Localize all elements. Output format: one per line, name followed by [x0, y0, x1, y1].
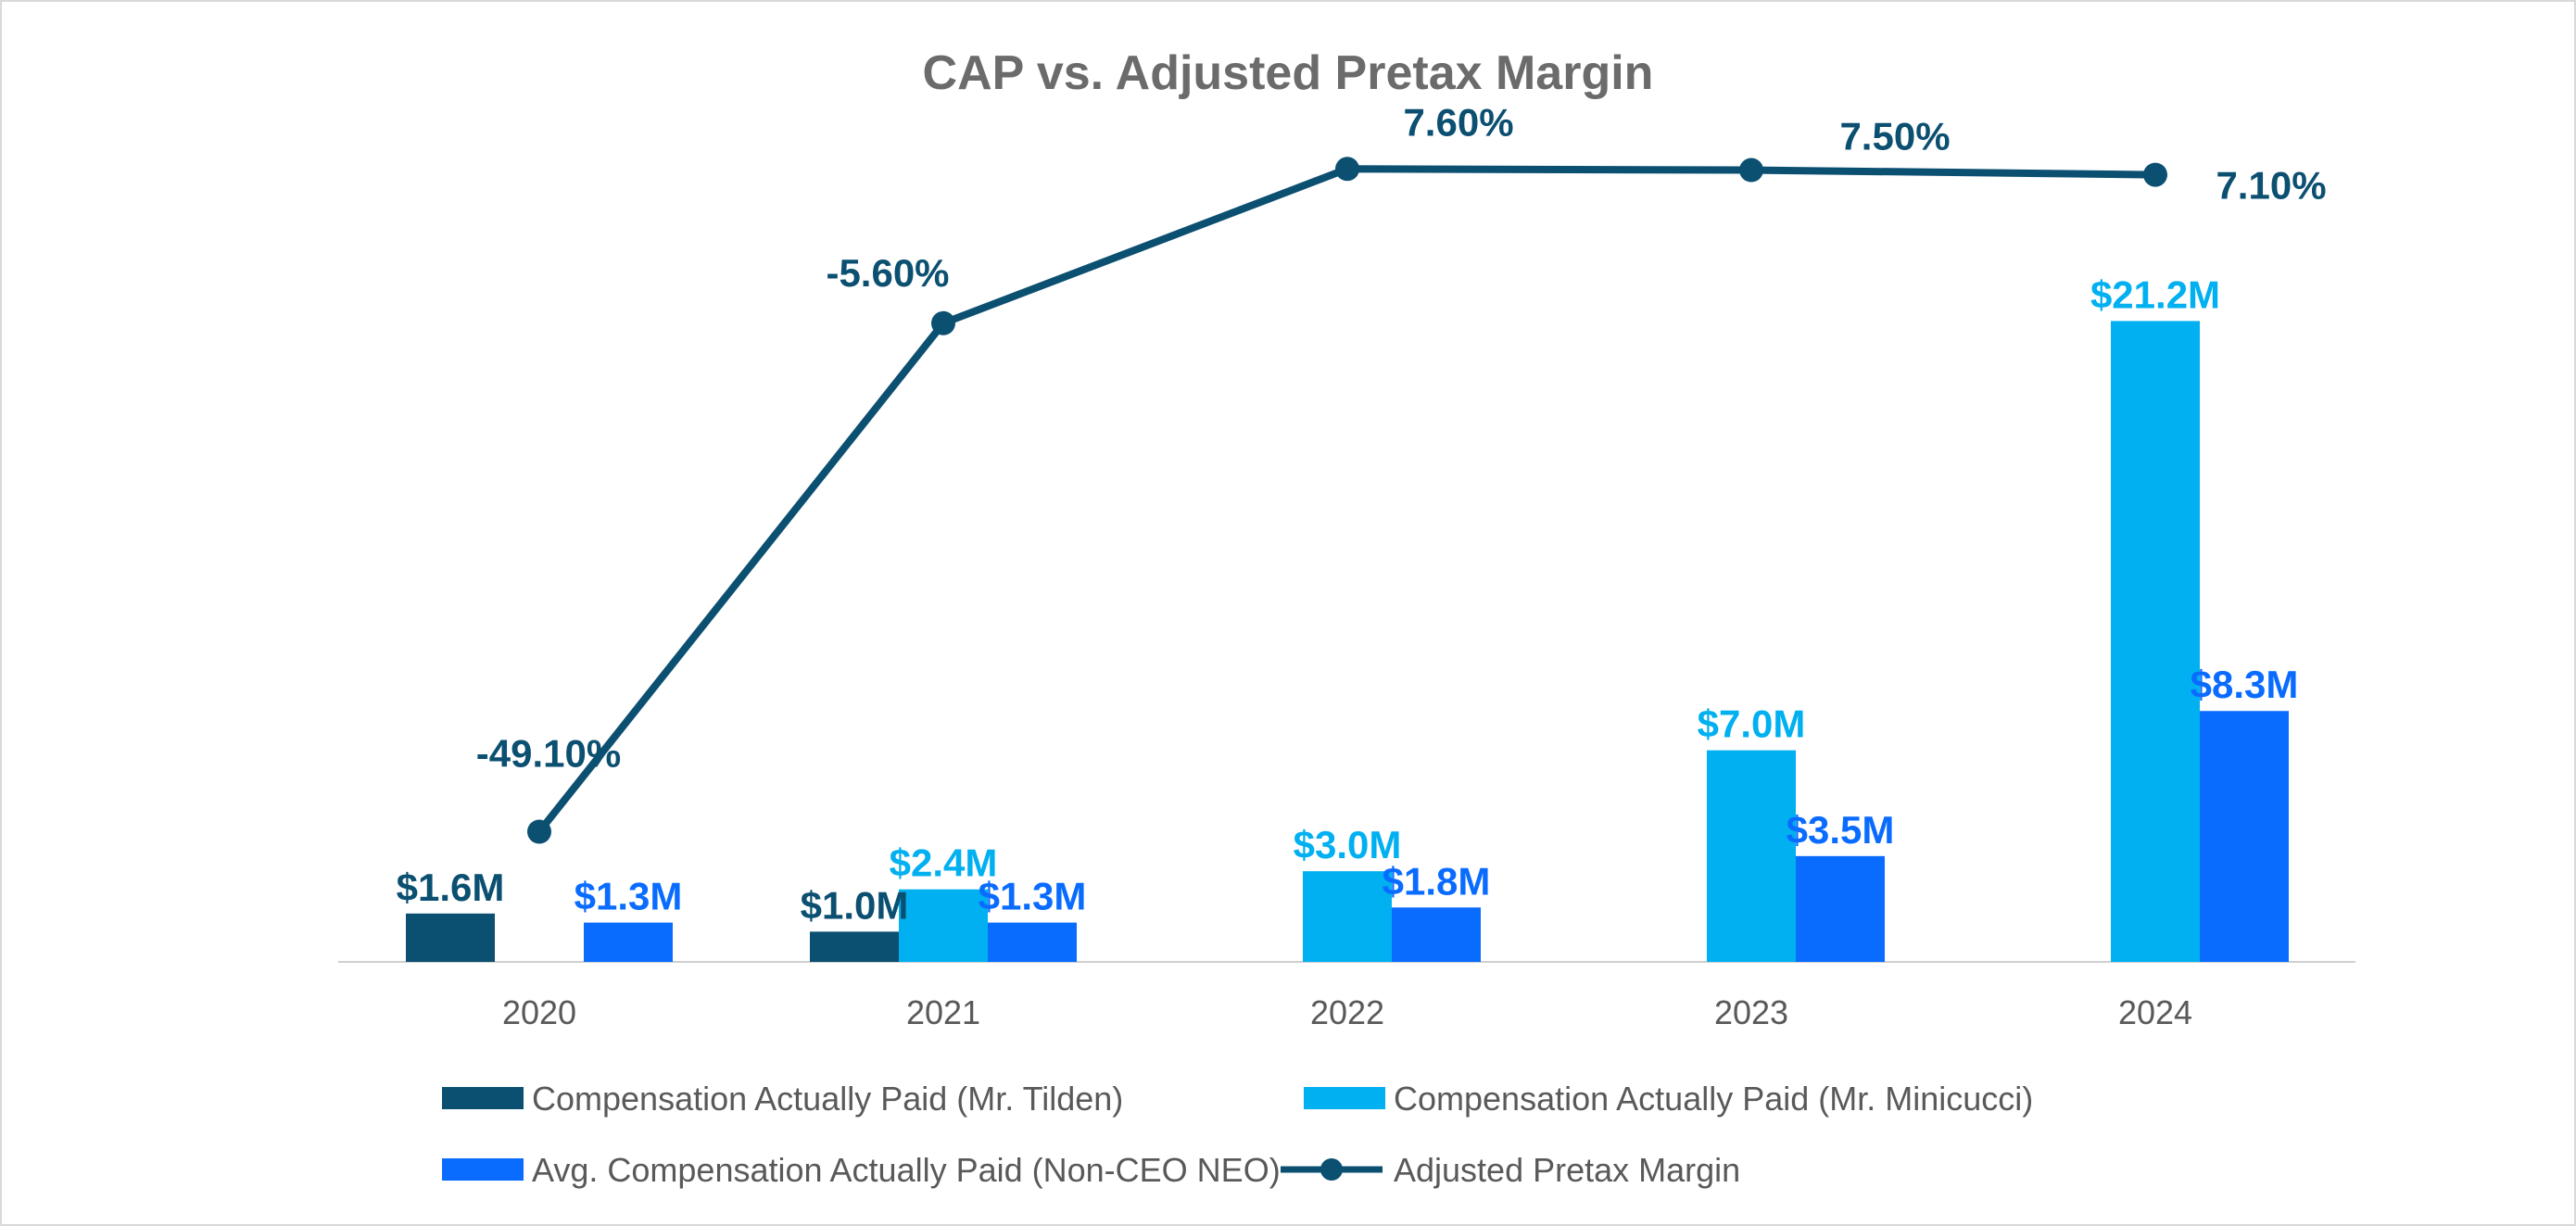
legend: Compensation Actually Paid (Mr. Tilden) C… [442, 1080, 2033, 1189]
x-tick-2022: 2022 [1310, 993, 1384, 1031]
x-tick-2020: 2020 [502, 993, 576, 1031]
x-tick-labels: 2020 2021 2022 2023 2024 [502, 993, 2192, 1031]
margin-label-2020: -49.10% [476, 732, 621, 776]
margin-point-2023 [1739, 158, 1763, 183]
margin-label-2023: 7.50% [1839, 115, 1950, 158]
bar-2024-series-2 [2111, 321, 2200, 962]
bar-label-2020-series-1: $1.6M [397, 866, 505, 909]
bar-label-2024-series-3: $8.3M [2191, 663, 2299, 706]
legend-swatch-3 [442, 1158, 524, 1181]
margin-point-2024 [2143, 162, 2167, 187]
margin-label-2022: 7.60% [1403, 100, 1513, 144]
bar-2021-series-3 [988, 922, 1077, 962]
bar-2020-series-1 [406, 913, 495, 962]
line-layer [527, 157, 2167, 844]
bar-label-2024-series-2: $21.2M [2090, 272, 2220, 316]
bar-label-2021-series-1: $1.0M [801, 883, 909, 927]
x-tick-2023: 2023 [1714, 993, 1788, 1031]
legend-swatch-1 [442, 1087, 524, 1109]
legend-item-1: Compensation Actually Paid (Mr. Tilden) [442, 1080, 1123, 1118]
bar-label-2021-series-3: $1.3M [979, 875, 1087, 918]
legend-label-1: Compensation Actually Paid (Mr. Tilden) [532, 1080, 1123, 1118]
legend-item-4: Adjusted Pretax Margin [1281, 1151, 1740, 1189]
margin-point-2021 [931, 310, 955, 335]
x-tick-2024: 2024 [2118, 993, 2192, 1031]
x-tick-2021: 2021 [906, 993, 980, 1031]
bar-2023-series-3 [1796, 855, 1885, 962]
margin-point-2020 [527, 819, 551, 844]
bar-2024-series-3 [2200, 711, 2289, 962]
legend-item-3: Avg. Compensation Actually Paid (Non-CEO… [442, 1151, 1281, 1189]
legend-marker-swatch [1320, 1158, 1343, 1181]
bar-label-2021-series-2: $2.4M [890, 841, 998, 885]
margin-point-2022 [1335, 157, 1359, 182]
bar-2020-series-3 [584, 922, 673, 962]
bar-label-2022-series-3: $1.8M [1383, 859, 1491, 903]
bar-2022-series-2 [1303, 871, 1392, 962]
bar-2023-series-2 [1707, 750, 1796, 962]
legend-label-4: Adjusted Pretax Margin [1394, 1151, 1740, 1189]
margin-label-2024: 7.10% [2216, 164, 2326, 208]
bar-2021-series-1 [810, 931, 899, 962]
bar-2021-series-2 [899, 889, 988, 962]
legend-swatch-2 [1304, 1087, 1385, 1109]
legend-label-2: Compensation Actually Paid (Mr. Minicucc… [1394, 1080, 2033, 1118]
legend-item-2: Compensation Actually Paid (Mr. Minicucc… [1304, 1080, 2033, 1118]
bar-label-2023-series-2: $7.0M [1698, 702, 1806, 746]
bar-label-2023-series-3: $3.5M [1787, 808, 1895, 852]
margin-label-2021: -5.60% [826, 251, 949, 295]
bar-2022-series-3 [1392, 907, 1481, 962]
bar-label-2020-series-3: $1.3M [575, 875, 683, 918]
labels-layer: $1.6M $1.3M $1.0M$2.4M$1.3M$3.0M$1.8M$7.0M… [397, 100, 2327, 927]
legend-label-3: Avg. Compensation Actually Paid (Non-CEO… [532, 1151, 1281, 1189]
bar-label-2022-series-2: $3.0M [1294, 823, 1402, 866]
bars-layer [406, 321, 2289, 962]
margin-line [536, 165, 2159, 836]
chart-title: CAP vs. Adjusted Pretax Margin [923, 46, 1654, 100]
